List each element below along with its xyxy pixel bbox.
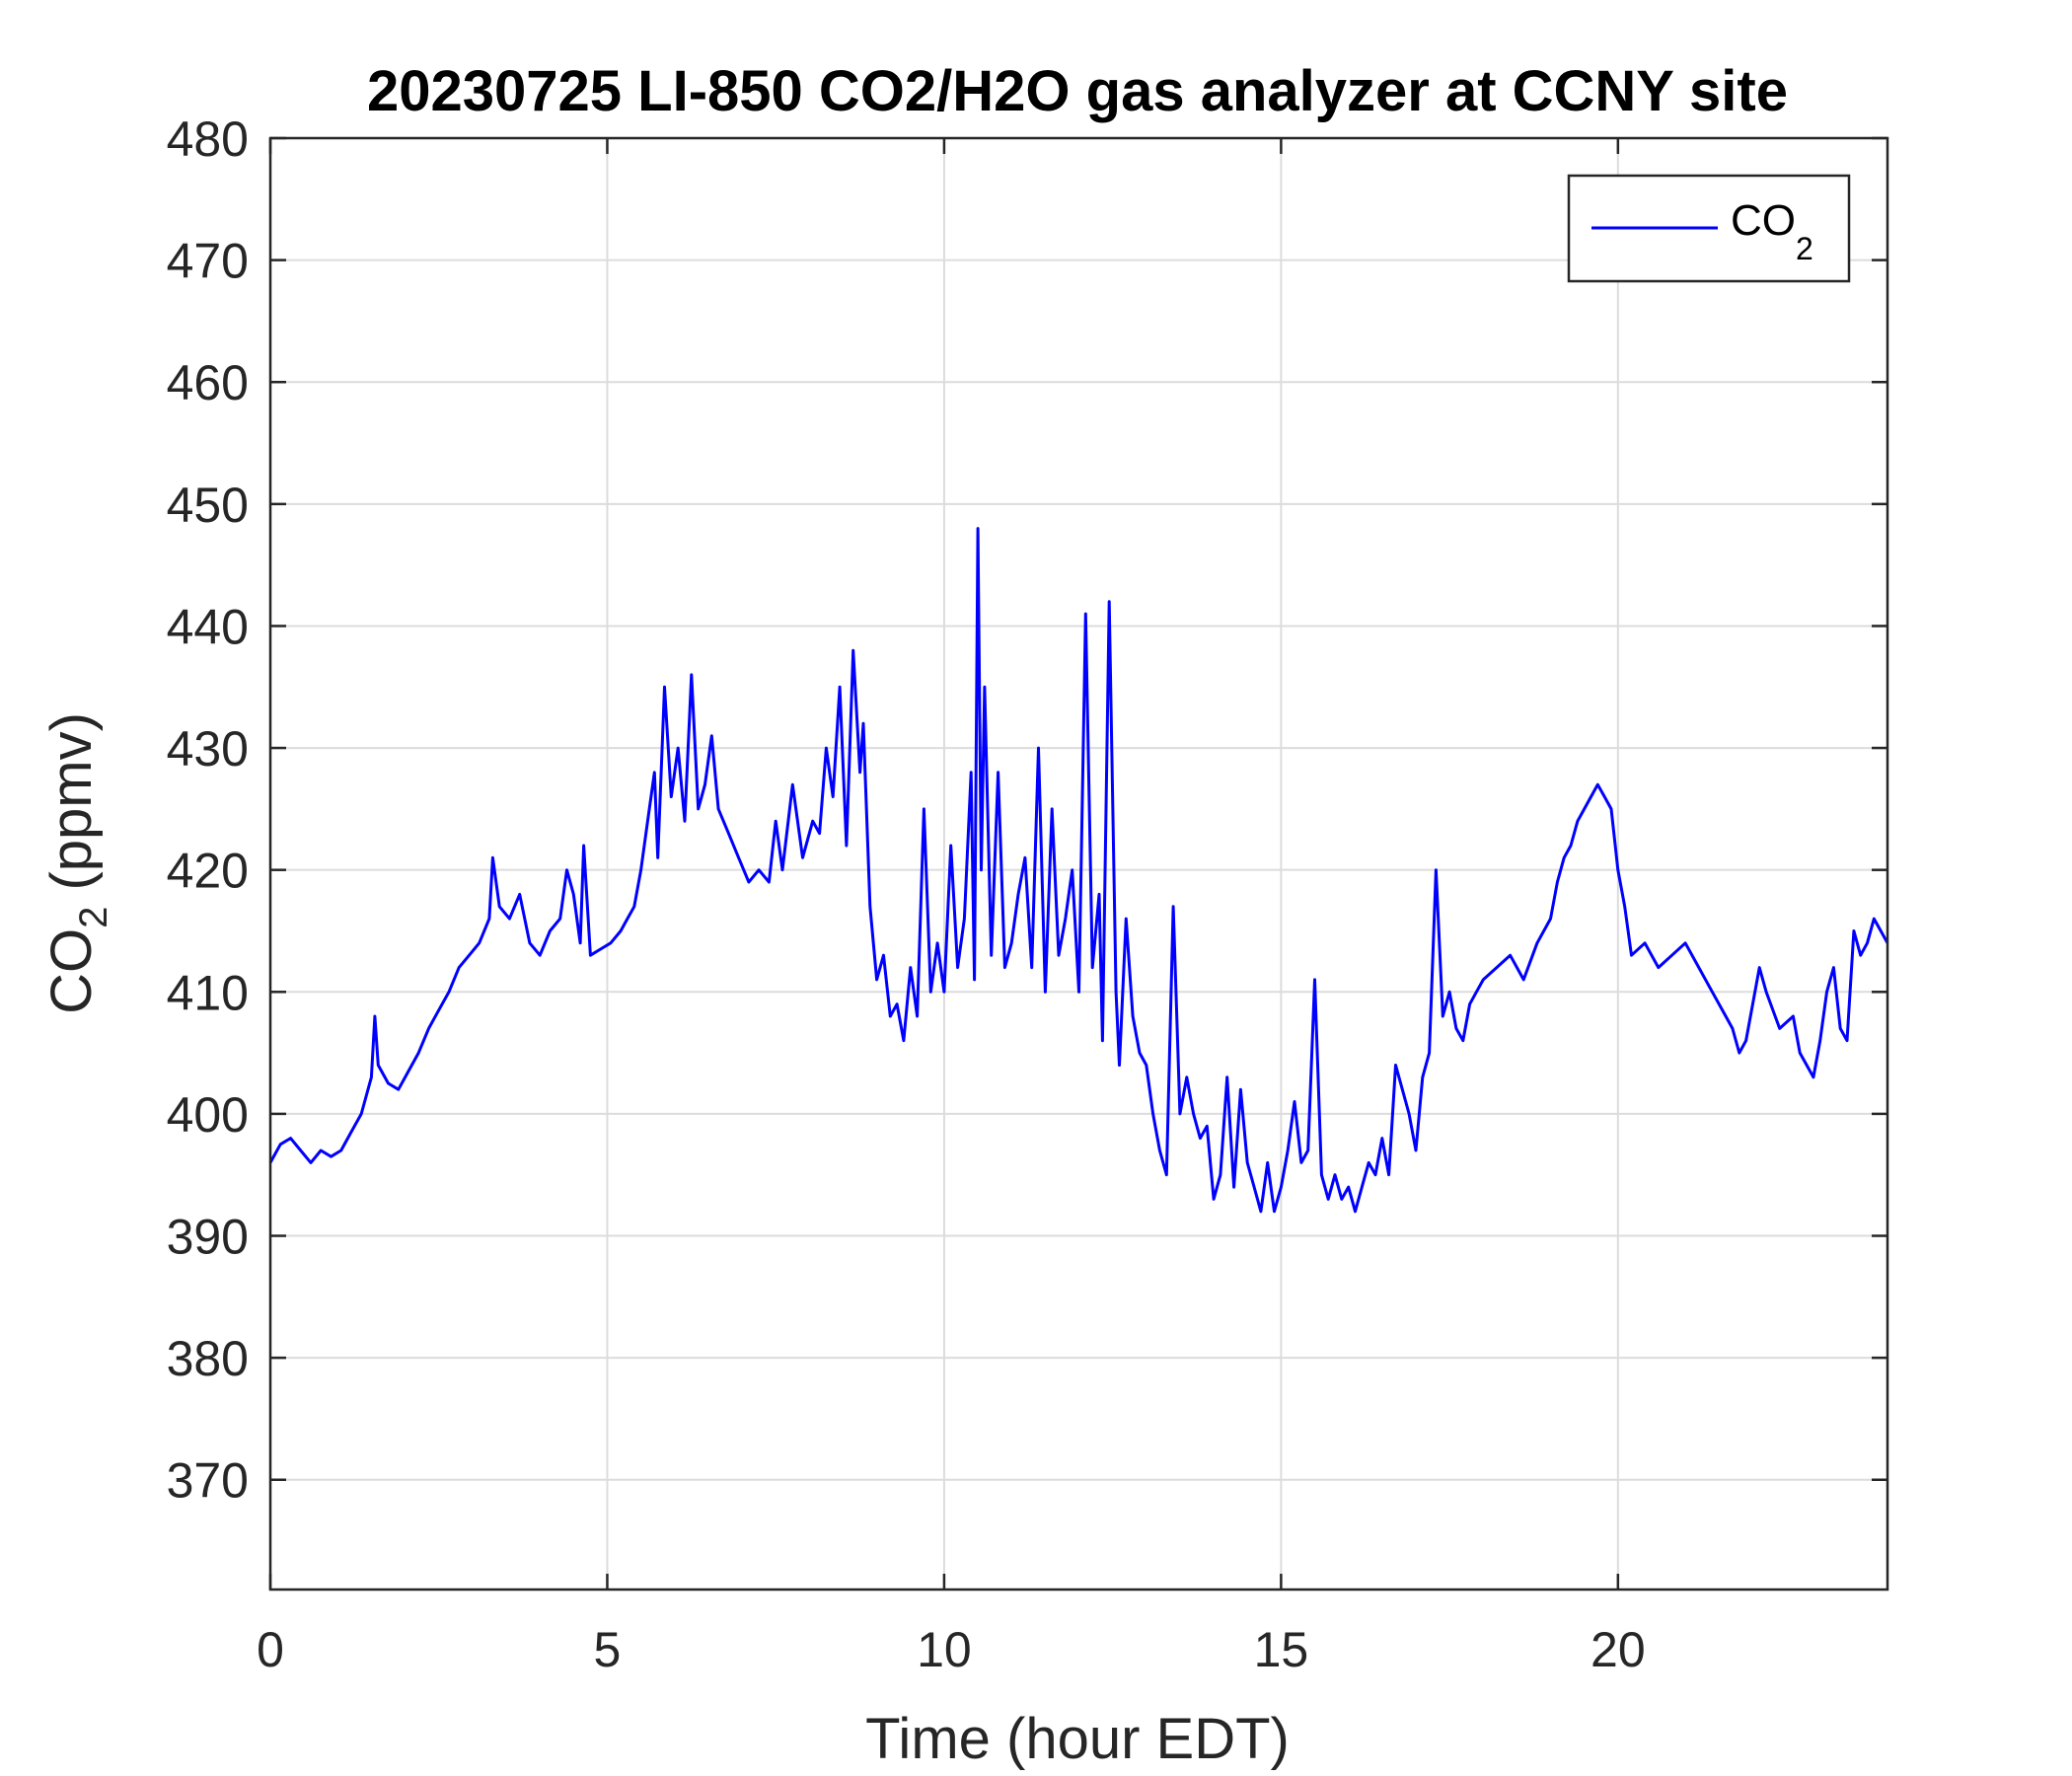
legend-entry-co2: CO2 — [1731, 196, 1813, 266]
x-tick-label: 10 — [917, 1622, 972, 1677]
x-tick-labels: 0 5 10 15 20 — [257, 1622, 1646, 1677]
y-tick-label: 440 — [167, 599, 249, 654]
legend: CO2 — [1567, 174, 1851, 283]
x-tick-label: 0 — [257, 1622, 284, 1677]
y-axis-label-main: CO — [39, 928, 104, 1014]
y-tick-label: 380 — [167, 1331, 249, 1386]
y-tick-label: 400 — [167, 1087, 249, 1143]
x-tick-label: 5 — [594, 1622, 622, 1677]
y-tick-labels: 370 380 390 400 410 420 430 440 450 460 470 480 — [167, 111, 249, 1509]
y-tick-label: 470 — [167, 234, 249, 289]
series-line-co2 — [268, 527, 1889, 1214]
y-tick-label: 430 — [167, 721, 249, 777]
y-axis-label-unit: (ppmv) — [39, 712, 104, 907]
y-tick-label: 370 — [167, 1453, 249, 1509]
y-tick-label: 420 — [167, 844, 249, 899]
y-tick-label: 410 — [167, 965, 249, 1020]
y-tick-label: 480 — [167, 111, 249, 167]
y-axis-label: CO2 (ppmv) — [39, 712, 115, 1014]
chart-title: 20230725 LI-850 CO2/H2O gas analyzer at … — [367, 59, 1788, 123]
legend-entry-subscript: 2 — [1796, 231, 1813, 266]
legend-entry-main: CO — [1731, 196, 1796, 245]
plot-area — [270, 138, 1887, 1590]
x-tick-label: 15 — [1254, 1622, 1309, 1677]
y-tick-label: 390 — [167, 1210, 249, 1265]
data-series-group — [268, 527, 1889, 1214]
x-tick-label: 20 — [1591, 1622, 1646, 1677]
x-axis-label: Time (hour EDT) — [865, 1707, 1290, 1771]
y-tick-label: 450 — [167, 478, 249, 533]
y-axis-label-subscript: 2 — [72, 907, 115, 928]
plot-frame — [268, 136, 1889, 1591]
y-tick-label: 460 — [167, 355, 249, 410]
axis-ticks — [268, 136, 1887, 1590]
